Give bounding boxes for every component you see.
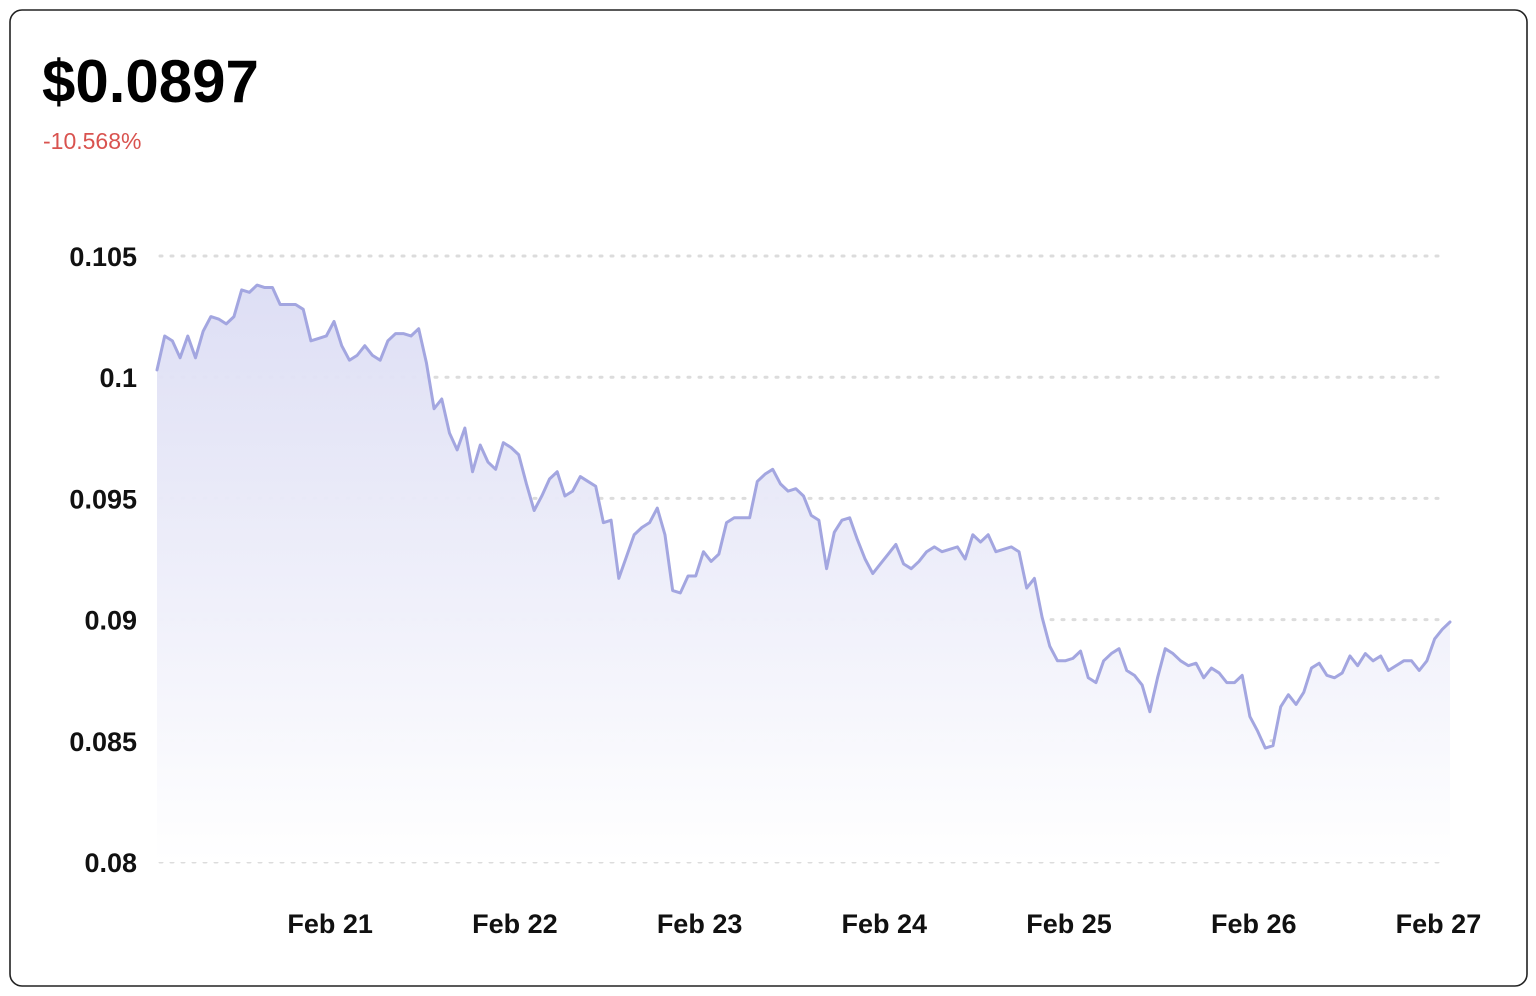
y-tick-label: 0.105 [69, 242, 137, 272]
price-line [155, 283, 1452, 750]
x-tick-label: Feb 25 [1026, 909, 1112, 939]
price: $0.0897 [42, 48, 259, 115]
price-area [157, 285, 1450, 863]
x-tick-label: Feb 23 [657, 909, 743, 939]
x-tick-label: Feb 26 [1211, 909, 1297, 939]
y-tick-label: 0.095 [69, 484, 137, 514]
y-tick-label: 0.08 [84, 848, 137, 878]
x-tick-label: Feb 24 [842, 909, 928, 939]
x-tick-label: Feb 21 [287, 909, 373, 939]
y-tick-label: 0.1 [99, 363, 137, 393]
y-tick-label: 0.09 [84, 606, 137, 636]
y-tick-label: 0.085 [69, 727, 137, 757]
x-tick-label: Feb 27 [1396, 909, 1482, 939]
change: -10.568% [43, 128, 141, 154]
x-tick-label: Feb 22 [472, 909, 558, 939]
plot [155, 283, 1452, 863]
